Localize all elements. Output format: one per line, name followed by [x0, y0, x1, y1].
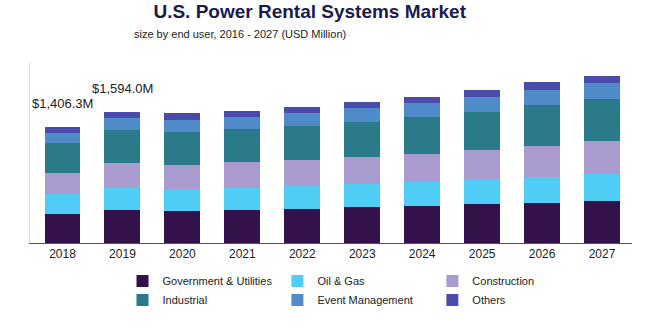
- svg-text:2021: 2021: [229, 247, 256, 261]
- svg-text:$1,594.0M: $1,594.0M: [92, 81, 153, 96]
- svg-text:Event Management: Event Management: [317, 294, 412, 306]
- svg-text:2024: 2024: [409, 247, 436, 261]
- svg-text:$1,406.3M: $1,406.3M: [32, 96, 93, 111]
- svg-text:Industrial: Industrial: [163, 294, 208, 306]
- svg-text:U.S. Power Rental Systems Mark: U.S. Power Rental Systems Market: [153, 1, 466, 22]
- svg-text:2022: 2022: [289, 247, 316, 261]
- svg-text:2019: 2019: [109, 247, 136, 261]
- svg-text:2025: 2025: [469, 247, 496, 261]
- svg-text:size by end user, 2016 - 2027: size by end user, 2016 - 2027 (USD Milli…: [134, 28, 346, 40]
- svg-text:2020: 2020: [169, 247, 196, 261]
- svg-text:Government & Utilities: Government & Utilities: [163, 275, 273, 287]
- svg-text:Oil & Gas: Oil & Gas: [317, 275, 365, 287]
- svg-text:Others: Others: [472, 294, 506, 306]
- svg-text:2027: 2027: [589, 247, 616, 261]
- svg-text:Construction: Construction: [472, 275, 534, 287]
- svg-text:2026: 2026: [529, 247, 556, 261]
- svg-text:2018: 2018: [49, 247, 76, 261]
- svg-text:2023: 2023: [349, 247, 376, 261]
